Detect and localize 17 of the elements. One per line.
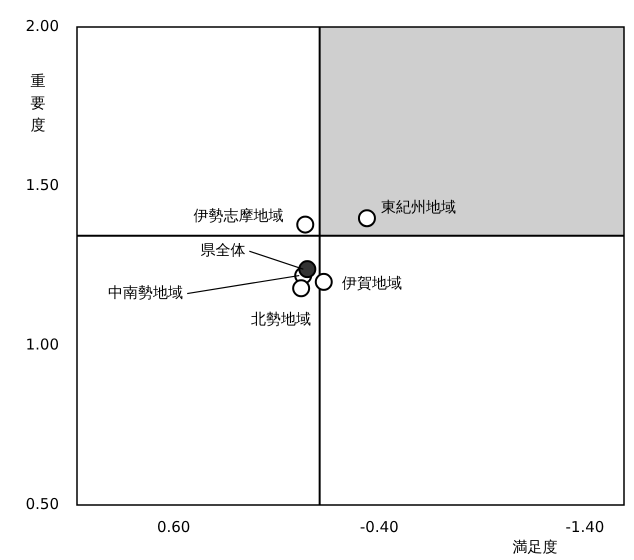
point	[298, 260, 316, 278]
annotation: 県全体	[200, 241, 246, 260]
point	[358, 209, 376, 228]
y-tick-label: 0.50	[26, 494, 59, 513]
y-tick-label: 1.50	[26, 176, 59, 194]
annotation: 伊賀地域	[342, 274, 402, 292]
x-tick-label: 0.60	[156, 518, 190, 536]
x-tick-label: -0.40	[360, 518, 399, 536]
x-tick-label: -1.40	[566, 518, 604, 536]
annotation: 中南勢地域	[108, 283, 184, 302]
y-axis-title: 重要度	[30, 72, 46, 134]
y-tick-label: 2.00	[26, 16, 59, 35]
y-tick-label: 1.00	[26, 336, 59, 354]
annotation: 伊勢志摩地域	[193, 206, 284, 224]
x-axis-title: 満足度	[512, 538, 558, 556]
annotation: 東紀州地域	[380, 198, 456, 216]
annotation: 北勢地域	[251, 310, 312, 328]
